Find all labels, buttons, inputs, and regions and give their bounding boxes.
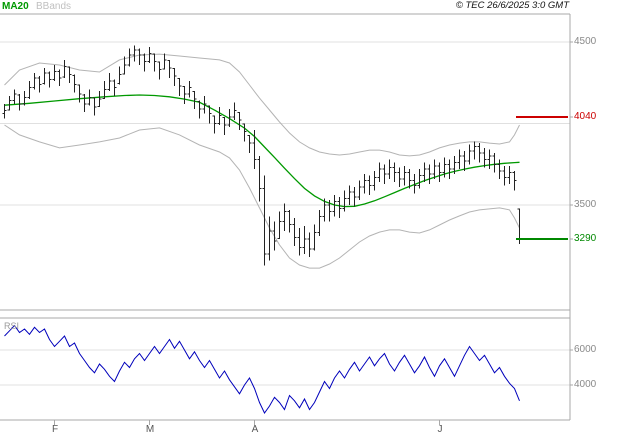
copyright-text: © TEC 26/6/2025 3:0 GMT	[455, 0, 569, 11]
rsi-axis-label-60: 6000	[574, 344, 597, 355]
month-label-april: A	[251, 424, 259, 435]
month-label-march: M	[145, 424, 155, 435]
rsi-panel-label: RSI	[4, 321, 20, 331]
price-axis-label-4040: 4040	[574, 111, 597, 122]
month-label-june: J	[437, 424, 443, 435]
legend-bbands-label: BBands	[36, 1, 72, 12]
price-axis-label-4500: 4500	[574, 36, 597, 47]
month-label-february: F	[51, 424, 59, 435]
rsi-axis-label-40: 4000	[574, 379, 597, 390]
price-axis-label-3500: 3500	[574, 199, 597, 210]
price-axis-label-3290: 3290	[574, 233, 597, 244]
legend-ma20-label: MA20	[2, 1, 29, 12]
